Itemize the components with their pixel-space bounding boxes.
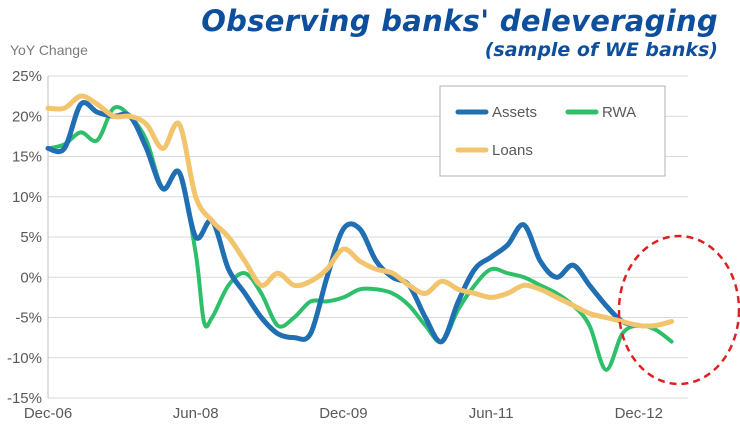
- x-tick-label: Dec-12: [615, 405, 663, 422]
- legend-label-rwa: RWA: [602, 104, 636, 121]
- y-axis-label: YoY Change: [10, 42, 88, 58]
- x-axis-ticks: Dec-06 Jun-08 Dec-09 Jun-11 Dec-12: [24, 405, 663, 422]
- chart-subtitle: (sample of WE banks): [484, 39, 718, 61]
- chart-title-block: Observing banks' deleveraging (sample of…: [201, 4, 718, 62]
- series-lines: [45, 93, 675, 372]
- y-tick-label: 15%: [12, 149, 42, 166]
- y-tick-label: 20%: [12, 108, 42, 125]
- y-axis-ticks: 25% 20% 15% 10% 5% 0% -5% -10% -15%: [7, 68, 42, 407]
- y-tick-label: 5%: [20, 229, 42, 246]
- legend: Assets RWA Loans: [439, 85, 666, 177]
- legend-box: [439, 85, 666, 177]
- y-tick-label: -15%: [7, 390, 42, 407]
- highlight-ellipse: [617, 234, 740, 386]
- series-line-assets: [45, 100, 642, 345]
- x-tick-label: Jun-08: [173, 405, 219, 422]
- y-tick-label: 0%: [20, 269, 42, 286]
- y-tick-label: 25%: [12, 68, 42, 85]
- legend-label-assets: Assets: [492, 104, 537, 121]
- y-tick-label: -10%: [7, 350, 42, 367]
- chart-title: Observing banks' deleveraging: [201, 4, 718, 38]
- x-tick-label: Dec-09: [319, 405, 367, 422]
- legend-label-loans: Loans: [492, 142, 533, 159]
- x-tick-label: Jun-11: [469, 405, 514, 422]
- series-line-loans: [45, 93, 675, 329]
- y-tick-label: 10%: [12, 189, 42, 206]
- y-tick-label: -5%: [15, 310, 42, 327]
- x-tick-label: Dec-06: [24, 405, 72, 422]
- gridlines: [47, 75, 688, 399]
